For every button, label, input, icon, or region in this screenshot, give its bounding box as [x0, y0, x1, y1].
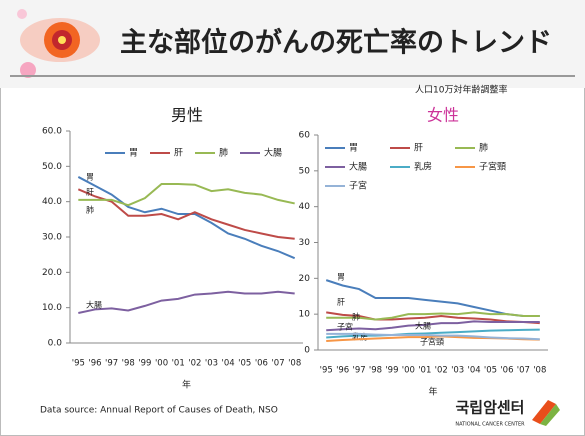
- x-tick-label: '00: [155, 359, 168, 369]
- x-tick-label: '02: [435, 366, 448, 376]
- logo-subtext: NATIONAL CANCER CENTER: [455, 422, 525, 428]
- slide-title: 主な部位のがんの死亡率のトレンド: [120, 27, 552, 59]
- x-tick-label: '06: [500, 366, 513, 376]
- x-tick-label: '08: [288, 359, 301, 369]
- legend-label: 乳房: [414, 161, 432, 173]
- chart-title: 男性: [171, 106, 203, 125]
- x-axis-label: 年: [182, 379, 191, 391]
- data-line: [77, 188, 295, 240]
- subtitle: 人口10万対年齢調整率: [415, 84, 507, 96]
- x-tick-label: '96: [336, 366, 349, 376]
- chart-title: 女性: [427, 106, 459, 125]
- line-label: 胃: [337, 273, 345, 282]
- line-label: 子宮頸: [420, 337, 444, 347]
- x-tick-label: '97: [352, 366, 365, 376]
- legend-label: 肝: [174, 148, 183, 159]
- line-label: 肝: [337, 298, 345, 307]
- x-tick-label: '95: [72, 359, 85, 369]
- x-tick-label: '03: [205, 359, 218, 369]
- legend-label: 胃: [129, 148, 138, 159]
- x-tick-label: '07: [271, 359, 284, 369]
- y-tick-label: 30.0: [42, 233, 62, 243]
- x-tick-label: '98: [122, 359, 135, 369]
- y-tick-label: 60: [299, 131, 311, 141]
- x-tick-label: '99: [138, 359, 151, 369]
- y-tick-label: 20: [299, 274, 311, 284]
- line-label: 肺: [86, 206, 94, 215]
- line-label: 乳房: [352, 332, 368, 342]
- logo-text: 국립암센터: [455, 399, 524, 417]
- x-tick-label: '97: [105, 359, 118, 369]
- data-line: [78, 290, 295, 314]
- y-tick-label: 30: [299, 238, 311, 248]
- data-line: [326, 332, 540, 341]
- x-tick-label: '02: [188, 359, 201, 369]
- x-tick-label: '95: [320, 366, 333, 376]
- x-axis-label: 年: [428, 386, 437, 398]
- line-label: 子宮: [337, 322, 353, 332]
- x-tick-label: '01: [418, 366, 431, 376]
- x-tick-label: '99: [385, 366, 398, 376]
- flower-decoration: [17, 9, 100, 78]
- data-line: [326, 320, 540, 332]
- legend-label: 子宮頸: [479, 161, 506, 173]
- line-label: 大腸: [86, 300, 102, 310]
- data-line: [78, 183, 295, 207]
- source-note: Data source: Annual Report of Causes of …: [40, 406, 278, 416]
- x-tick-label: '05: [238, 359, 251, 369]
- legend-label: 肺: [219, 148, 228, 159]
- x-tick-label: '04: [222, 359, 235, 369]
- data-line: [326, 311, 540, 321]
- y-tick-label: 40: [299, 202, 311, 212]
- line-label: 大腸: [415, 321, 431, 331]
- line-label: 胃: [86, 173, 94, 182]
- legend-label: 子宮: [349, 180, 367, 192]
- legend-label: 胃: [349, 143, 358, 154]
- legend-label: 大腸: [349, 161, 367, 173]
- legend-label: 肝: [414, 143, 423, 154]
- y-tick-label: 20.0: [42, 268, 62, 278]
- x-tick-label: '04: [467, 366, 480, 376]
- logo-mark: [540, 404, 560, 426]
- x-tick-label: '07: [517, 366, 530, 376]
- x-tick-label: '05: [484, 366, 497, 376]
- y-tick-label: 60.0: [42, 127, 62, 137]
- x-tick-label: '03: [451, 366, 464, 376]
- y-tick-label: 10.0: [42, 303, 62, 313]
- y-tick-label: 0: [304, 346, 310, 356]
- x-tick-label: '08: [533, 366, 546, 376]
- legend-label: 大腸: [264, 147, 282, 159]
- x-tick-label: '00: [402, 366, 415, 376]
- y-tick-label: 10: [299, 310, 311, 320]
- x-tick-label: '98: [369, 366, 382, 376]
- line-label: 肝: [86, 188, 94, 197]
- data-line: [77, 176, 296, 260]
- x-tick-label: '06: [255, 359, 268, 369]
- y-tick-label: 50.0: [42, 162, 62, 172]
- data-line: [326, 328, 540, 339]
- y-tick-label: 50: [299, 166, 311, 176]
- data-line: [326, 311, 540, 325]
- y-tick-label: 0.0: [48, 339, 63, 349]
- line-label: 肺: [352, 313, 360, 322]
- x-tick-label: '01: [172, 359, 185, 369]
- logo-mark: [532, 400, 556, 424]
- x-tick-label: '96: [88, 359, 101, 369]
- y-tick-label: 40.0: [42, 197, 62, 207]
- legend-label: 肺: [479, 143, 488, 154]
